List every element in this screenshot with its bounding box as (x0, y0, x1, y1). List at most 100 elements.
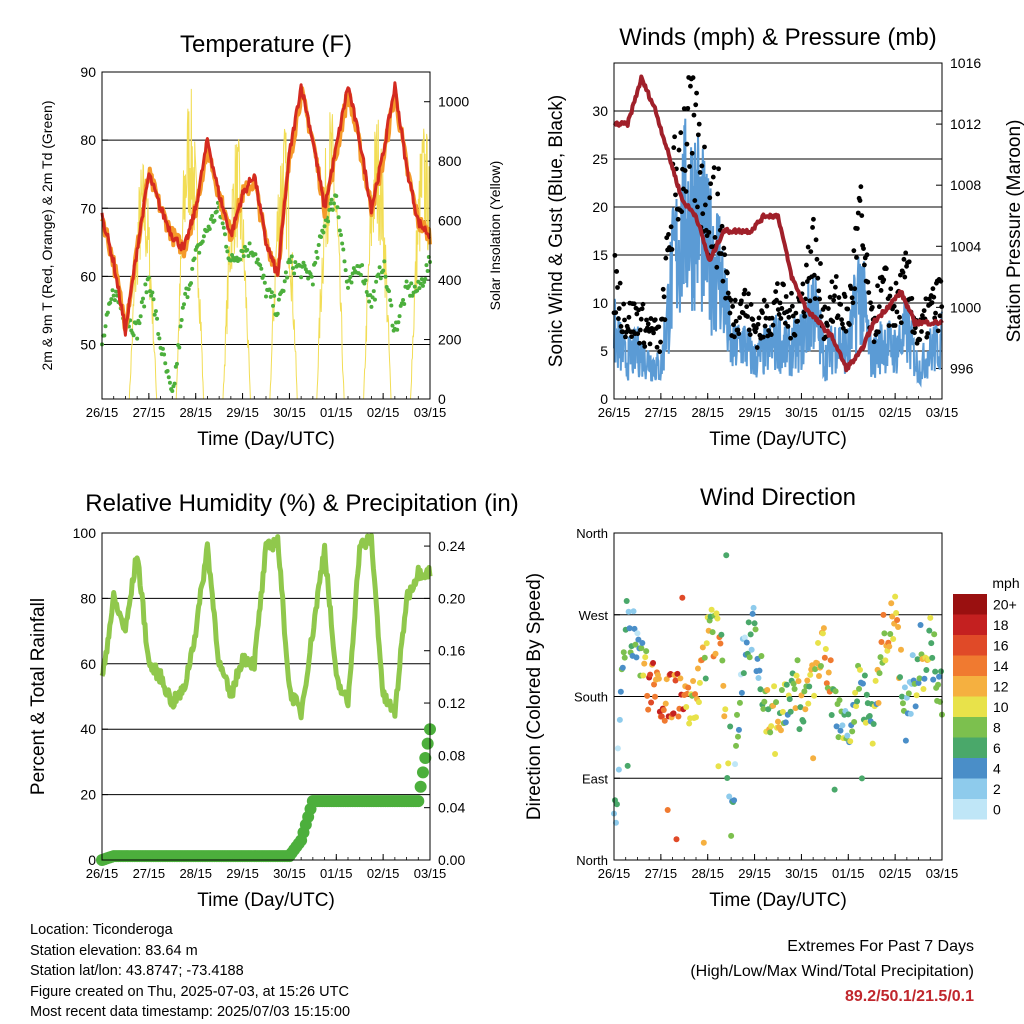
dewpoint-point (326, 219, 331, 224)
direction-point (615, 766, 622, 773)
temperature-2m-line (100, 81, 432, 337)
gust-point (678, 130, 684, 136)
gust-point (700, 211, 706, 217)
dewpoint-point (330, 207, 335, 212)
dewpoint-point (189, 281, 194, 286)
gust-point (875, 283, 880, 289)
gust-point (728, 297, 734, 303)
gust-point (876, 304, 882, 310)
dewpoint-point (321, 230, 326, 235)
gust-point (888, 286, 894, 292)
direction-point (626, 625, 633, 632)
x-axis-label: Time (Day/UTC) (709, 890, 847, 911)
gust-point (855, 210, 861, 216)
dewpoint-point (374, 279, 379, 284)
x-tick-label: 29/15 (738, 866, 771, 881)
x-axis-label: Time (Day/UTC) (197, 890, 335, 911)
x-tick-label: 28/15 (179, 405, 212, 420)
direction-point (931, 631, 938, 638)
direction-point (902, 737, 909, 744)
direction-point (677, 675, 684, 682)
direction-point (648, 699, 655, 706)
gust-point (857, 198, 863, 204)
dewpoint-point (207, 226, 212, 231)
x-tick-label: 01/15 (320, 866, 353, 881)
y-tick-label: South (574, 690, 608, 705)
dewpoint-point (178, 324, 183, 329)
gust-point (804, 262, 809, 268)
y2-tick-label: 0.24 (438, 538, 465, 554)
gust-point (715, 191, 721, 197)
direction-point (696, 679, 703, 686)
direction-point (831, 786, 838, 793)
gust-point (786, 314, 792, 320)
direction-point (796, 726, 803, 733)
y2-tick-label: 0.04 (438, 800, 465, 816)
direction-point (734, 711, 740, 718)
direction-point (913, 692, 920, 699)
legend-swatch (953, 758, 987, 779)
direction-point (625, 608, 632, 615)
y2-tick-label: 600 (438, 213, 462, 229)
direction-point (613, 801, 620, 808)
y-tick-label: 20 (80, 787, 96, 803)
gust-point (663, 255, 669, 261)
gust-point (843, 328, 849, 334)
direction-point (723, 552, 730, 559)
direction-point (748, 646, 755, 653)
x-tick-label: 03/15 (414, 866, 447, 881)
dewpoint-point (149, 293, 154, 298)
direction-point (661, 717, 668, 724)
direction-point (862, 719, 869, 726)
y2-tick-label: 1000 (438, 94, 469, 110)
gust-point (662, 317, 668, 323)
direction-point (793, 672, 800, 679)
gust-point (909, 296, 915, 301)
dewpoint-point (299, 275, 304, 280)
humidity-panel: Relative Humidity (%) & Precipitation (i… (28, 490, 519, 911)
gust-point (833, 274, 839, 279)
dewpoint-point (105, 310, 110, 315)
precip-point (414, 780, 427, 793)
direction-point (731, 797, 738, 804)
x-tick-label: 27/15 (133, 866, 166, 881)
gust-point (748, 302, 754, 307)
dewpoint-point (420, 283, 425, 288)
direction-point (921, 675, 928, 682)
legend-label: 4 (993, 760, 1001, 776)
gust-point (891, 303, 897, 309)
gust-point (864, 252, 870, 258)
direction-point (623, 598, 630, 605)
dewpoint-point (387, 289, 391, 294)
direction-point (644, 692, 651, 699)
dewpoint-point (271, 303, 276, 308)
dewpoint-point (396, 320, 401, 325)
gust-point (788, 335, 793, 341)
gust-point (615, 285, 620, 290)
direction-point (773, 699, 780, 706)
direction-point (725, 760, 732, 767)
gust-point (658, 339, 663, 345)
gust-point (878, 288, 884, 293)
y-tick-label: North (576, 526, 608, 541)
direction-point (877, 654, 884, 661)
gust-point (613, 310, 619, 315)
y-tick-label: 10 (592, 295, 608, 311)
gust-point (712, 235, 718, 240)
gust-point (706, 229, 712, 235)
gust-point (638, 316, 644, 322)
direction-point (916, 675, 923, 682)
dewpoint-point (156, 331, 161, 336)
direction-point (938, 668, 945, 675)
precip-point (412, 795, 425, 808)
direction-point (792, 705, 799, 712)
dewpoint-point (319, 235, 324, 240)
dewpoint-point (152, 312, 157, 317)
direction-point (861, 672, 868, 679)
direction-point (619, 664, 626, 671)
direction-point (863, 691, 870, 698)
gust-point (702, 202, 708, 208)
direction-point (797, 704, 804, 711)
dewpoint-point (180, 305, 185, 310)
